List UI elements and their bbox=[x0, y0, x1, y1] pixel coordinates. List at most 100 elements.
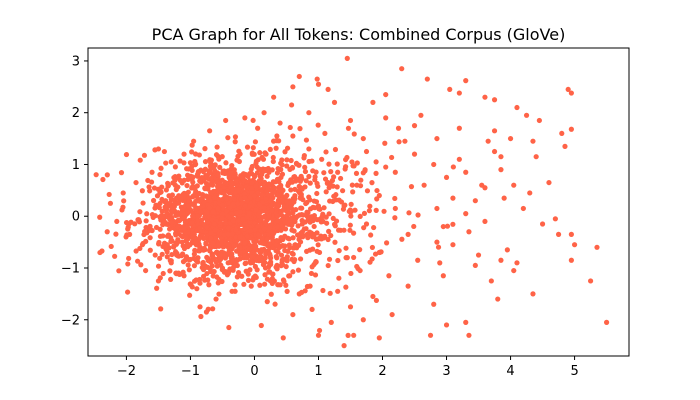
data-point bbox=[392, 169, 398, 175]
data-point bbox=[242, 115, 248, 121]
data-point bbox=[406, 210, 412, 216]
data-point bbox=[310, 204, 316, 210]
data-point bbox=[137, 209, 143, 215]
data-point bbox=[328, 319, 334, 325]
data-point bbox=[219, 215, 225, 221]
data-point bbox=[279, 171, 286, 177]
data-point bbox=[287, 166, 293, 172]
data-point bbox=[311, 198, 317, 204]
data-point bbox=[279, 223, 285, 229]
data-point bbox=[308, 214, 314, 220]
data-point bbox=[246, 212, 253, 218]
y-tick-label: 1 bbox=[72, 158, 80, 173]
data-point bbox=[437, 260, 443, 266]
data-point bbox=[142, 228, 148, 235]
data-point bbox=[325, 86, 331, 93]
data-point bbox=[310, 246, 316, 252]
data-point bbox=[224, 208, 230, 214]
data-point bbox=[203, 173, 209, 179]
data-point bbox=[340, 188, 346, 194]
data-point bbox=[456, 125, 462, 131]
data-point bbox=[507, 135, 514, 142]
data-point bbox=[181, 193, 187, 199]
data-point bbox=[235, 270, 242, 276]
data-point bbox=[268, 255, 274, 261]
data-point bbox=[250, 145, 256, 151]
data-point bbox=[296, 242, 302, 248]
data-point bbox=[137, 245, 143, 252]
data-point bbox=[312, 260, 318, 266]
data-point bbox=[303, 200, 309, 207]
y-tick-label: 3 bbox=[72, 54, 80, 69]
data-point bbox=[279, 257, 285, 263]
data-point bbox=[253, 274, 259, 281]
data-point bbox=[475, 252, 482, 258]
data-point bbox=[200, 259, 206, 266]
data-point bbox=[183, 218, 189, 224]
data-point bbox=[223, 160, 229, 166]
data-point bbox=[217, 252, 223, 258]
data-point bbox=[279, 162, 285, 168]
data-point bbox=[175, 184, 181, 190]
data-point bbox=[236, 148, 242, 154]
data-point bbox=[311, 233, 317, 239]
data-point bbox=[555, 231, 562, 237]
data-point bbox=[208, 230, 214, 236]
data-point bbox=[164, 254, 170, 260]
data-point bbox=[166, 226, 173, 232]
data-point bbox=[275, 165, 281, 172]
data-point bbox=[247, 194, 253, 201]
data-point bbox=[261, 240, 267, 247]
data-point bbox=[488, 278, 494, 284]
data-point bbox=[357, 247, 363, 253]
data-point bbox=[435, 244, 442, 250]
data-point bbox=[168, 260, 174, 266]
data-point bbox=[164, 242, 170, 248]
data-point bbox=[347, 227, 353, 233]
data-point bbox=[280, 277, 287, 283]
data-point bbox=[228, 170, 234, 176]
data-point bbox=[533, 154, 539, 160]
data-point bbox=[285, 182, 291, 189]
data-point bbox=[168, 159, 174, 165]
data-point bbox=[222, 254, 229, 260]
data-point bbox=[341, 227, 347, 233]
data-point bbox=[523, 112, 530, 118]
data-point bbox=[225, 231, 231, 237]
data-point bbox=[271, 94, 277, 100]
data-point bbox=[205, 257, 211, 264]
data-point bbox=[370, 293, 376, 300]
data-point bbox=[247, 228, 254, 234]
data-point bbox=[231, 243, 237, 249]
data-point bbox=[251, 151, 257, 157]
data-point bbox=[97, 249, 103, 256]
data-point bbox=[225, 241, 231, 247]
data-point bbox=[93, 172, 99, 178]
data-point bbox=[274, 170, 281, 176]
data-point bbox=[354, 182, 360, 188]
data-point bbox=[185, 209, 191, 215]
data-point bbox=[273, 264, 279, 270]
data-point bbox=[284, 288, 290, 294]
data-point bbox=[242, 260, 248, 267]
data-point bbox=[568, 126, 574, 132]
data-point bbox=[185, 229, 191, 235]
data-point bbox=[242, 195, 248, 201]
data-point bbox=[376, 335, 382, 341]
data-point bbox=[259, 154, 265, 160]
data-point bbox=[568, 257, 574, 263]
data-point bbox=[193, 238, 199, 245]
data-point bbox=[314, 248, 320, 254]
data-point bbox=[310, 168, 316, 174]
data-point bbox=[552, 216, 558, 222]
data-point bbox=[230, 264, 237, 270]
data-point bbox=[266, 181, 273, 188]
data-point bbox=[219, 202, 225, 208]
data-point bbox=[290, 311, 296, 318]
data-point bbox=[217, 187, 223, 193]
data-point bbox=[315, 242, 321, 248]
data-point bbox=[427, 332, 434, 338]
data-point bbox=[240, 216, 246, 222]
data-point bbox=[312, 177, 318, 183]
